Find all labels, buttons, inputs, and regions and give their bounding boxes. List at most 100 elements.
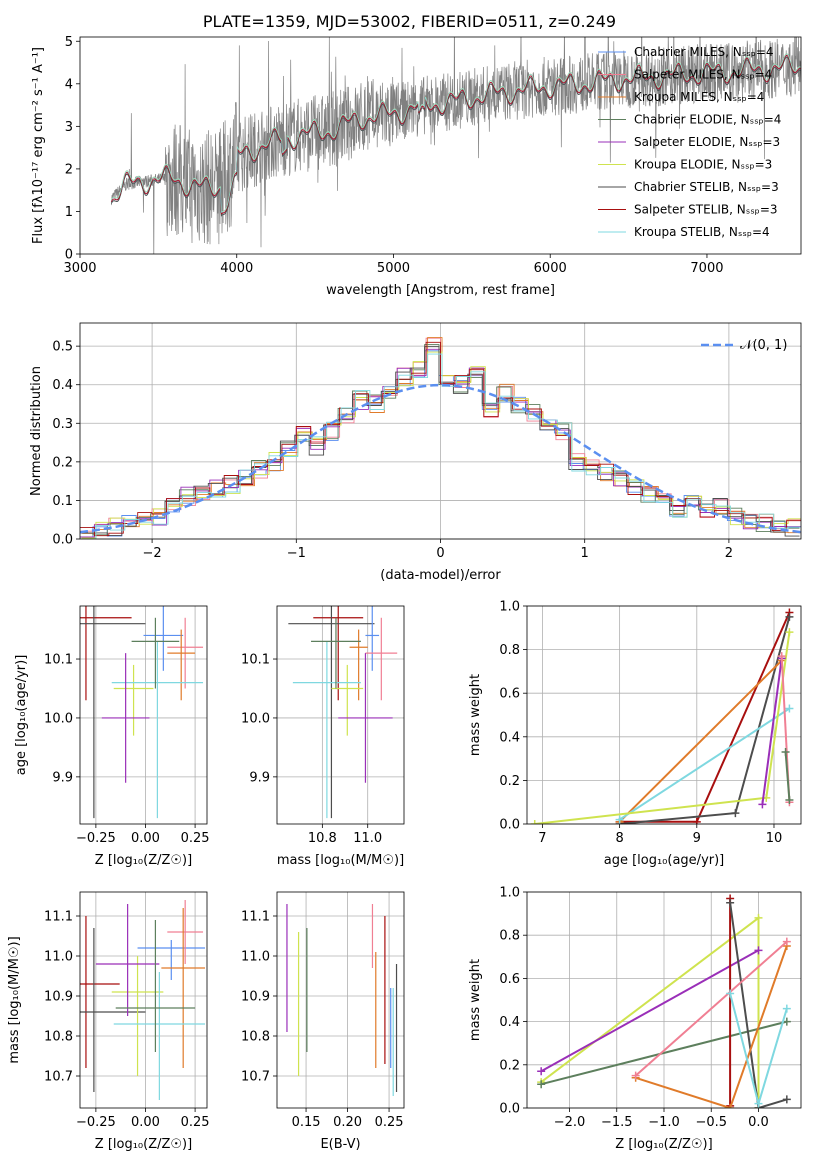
tick-label-y: 0 xyxy=(65,248,73,263)
legend-label: Chabrier MILES, Nₛₛₚ=4 xyxy=(634,45,774,59)
weight-line-kroupa-miles xyxy=(635,945,788,1108)
x-axis-label: (data-model)/error xyxy=(380,568,501,583)
tick-label-x: 0.0 xyxy=(748,1115,769,1130)
tick-label-y: 10.8 xyxy=(44,1030,73,1045)
tick-label-y: 1 xyxy=(65,205,73,220)
tick-label-y: 0.3 xyxy=(52,417,73,432)
legend-label: Kroupa ELODIE, Nₛₛₚ=3 xyxy=(634,158,772,172)
tick-label-x: 2 xyxy=(725,546,733,561)
weight-line-salpeter-elodie xyxy=(761,658,783,805)
gaussian-reference xyxy=(80,383,801,534)
legend-label: Kroupa MILES, Nₛₛₚ=4 xyxy=(634,90,764,104)
tick-label-x: 7000 xyxy=(690,261,723,276)
axes-frame xyxy=(526,891,802,1109)
x-axis-label: wavelength [Angstrom, rest frame] xyxy=(326,283,555,298)
tick-label-y: 0.6 xyxy=(499,972,520,987)
y-axis-label: age [log₁₀(age/yr)] xyxy=(14,655,29,776)
x-axis-label: Z [log₁₀(Z/Z☉)] xyxy=(615,1137,712,1152)
legend-label: Chabrier ELODIE, Nₛₛₚ=4 xyxy=(634,113,781,127)
tick-label-x: −1 xyxy=(287,546,306,561)
weight-line-chabrier-stelib xyxy=(729,902,788,1108)
weight-line-chabrier-elodie xyxy=(784,752,791,801)
x-axis-label: Z [log₁₀(Z/Z☉)] xyxy=(95,853,192,868)
panel-2 xyxy=(76,322,802,543)
tick-label-x: 0.15 xyxy=(292,1115,321,1130)
plot-area xyxy=(286,904,398,1096)
legend-label: Salpeter MILES, Nₛₛₚ=4 xyxy=(634,68,772,82)
weight-line-salpeter-elodie xyxy=(540,949,759,1073)
weight-marker xyxy=(785,612,794,621)
weight-marker xyxy=(782,937,791,946)
panel-8 xyxy=(523,891,802,1112)
tick-label-x: −2.0 xyxy=(554,1115,586,1130)
tick-label-y: 11.1 xyxy=(241,910,270,925)
weight-marker xyxy=(758,800,767,809)
weight-marker xyxy=(754,913,763,922)
tick-label-x: 0.20 xyxy=(333,1115,362,1130)
plot-area xyxy=(80,606,204,819)
histogram-salpeter-stelib xyxy=(80,341,801,537)
tick-label-x: 3000 xyxy=(63,261,96,276)
legend-label: 𝒩(0, 1) xyxy=(740,338,787,353)
legend-label: Salpeter STELIB, Nₛₛₚ=3 xyxy=(634,203,778,217)
tick-label-y: 10.0 xyxy=(44,711,73,726)
weight-marker xyxy=(754,1099,763,1108)
histogram-chabrier-stelib xyxy=(80,346,800,537)
axes-frame xyxy=(526,605,802,825)
figure-title: PLATE=1359, MJD=53002, FIBERID=0511, z=0… xyxy=(202,12,617,31)
tick-label-y: 1.0 xyxy=(499,600,520,615)
tick-label-y: 0.2 xyxy=(52,455,73,470)
x-axis-label: mass [log₁₀(M/M☉)] xyxy=(277,853,404,868)
tick-label-y: 0.2 xyxy=(499,1058,520,1073)
tick-label-y: 0.0 xyxy=(499,1102,520,1117)
plot-area xyxy=(288,606,398,819)
legend-label: Chabrier STELIB, Nₛₛₚ=3 xyxy=(634,180,779,194)
weight-marker xyxy=(785,628,794,637)
tick-label-x: 10 xyxy=(766,831,783,846)
y-axis-label: Flux [fλ10⁻¹⁷ erg cm⁻² s⁻¹ A⁻¹] xyxy=(31,47,46,244)
tick-label-y: 10.9 xyxy=(44,990,73,1005)
tick-label-x: −1.5 xyxy=(601,1115,633,1130)
tick-label-x: −1.0 xyxy=(648,1115,680,1130)
weight-marker xyxy=(615,815,624,824)
tick-label-x: 0.25 xyxy=(181,831,210,846)
weight-marker xyxy=(537,1080,546,1089)
tick-label-x: −0.5 xyxy=(695,1115,727,1130)
model-spectrum-chabrier-stelib xyxy=(110,56,801,217)
panel-1 xyxy=(76,36,802,258)
tick-label-x: 4000 xyxy=(220,261,253,276)
axes-frame xyxy=(276,891,405,1109)
tick-label-y: 4 xyxy=(65,77,73,92)
weight-marker xyxy=(530,820,539,824)
weight-line-chabrier-elodie xyxy=(540,1020,788,1086)
weight-line-kroupa-elodie xyxy=(540,915,760,1108)
plot-area xyxy=(537,894,791,1108)
tick-label-y: 0.0 xyxy=(499,818,520,833)
panel-3 xyxy=(76,605,208,828)
tick-label-y: 0.0 xyxy=(52,533,73,548)
weight-marker xyxy=(631,1071,640,1080)
weight-line-kroupa-miles xyxy=(618,659,783,823)
axes-frame xyxy=(79,36,802,255)
weight-marker xyxy=(726,898,735,907)
tick-label-y: 0.5 xyxy=(52,340,73,355)
tick-label-x: 11.0 xyxy=(353,831,382,846)
tick-label-y: 10.1 xyxy=(241,653,270,668)
x-axis-label: age [log₁₀(age/yr)] xyxy=(604,853,725,868)
tick-label-y: 10.0 xyxy=(241,711,270,726)
tick-label-x: 0.25 xyxy=(375,1115,404,1130)
plot-area xyxy=(80,337,801,539)
plot-area xyxy=(530,608,794,824)
tick-label-x: 0 xyxy=(436,546,444,561)
weight-marker xyxy=(726,989,735,998)
model-spectrum-kroupa-stelib xyxy=(110,53,801,213)
weight-marker xyxy=(782,1017,791,1026)
panel-4 xyxy=(273,605,405,828)
weight-marker xyxy=(781,748,790,757)
tick-label-x: 9 xyxy=(693,831,701,846)
tick-label-y: 0.8 xyxy=(499,929,520,944)
tick-label-y: 11.1 xyxy=(44,910,73,925)
legend-label: Kroupa STELIB, Nₛₛₚ=4 xyxy=(634,225,770,239)
tick-label-x: 5000 xyxy=(377,261,410,276)
